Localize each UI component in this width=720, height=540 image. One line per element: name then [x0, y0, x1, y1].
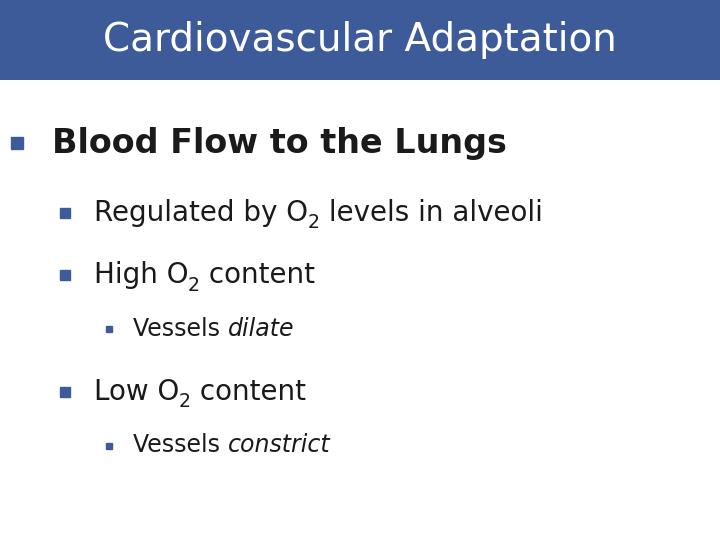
FancyBboxPatch shape [0, 0, 720, 80]
Text: levels in alveoli: levels in alveoli [320, 199, 542, 227]
Text: Regulated by O: Regulated by O [94, 199, 307, 227]
Text: Low O: Low O [94, 377, 179, 406]
Text: constrict: constrict [228, 434, 330, 457]
Text: Cardiovascular Adaptation: Cardiovascular Adaptation [103, 21, 617, 59]
Text: dilate: dilate [228, 318, 294, 341]
Text: Vessels: Vessels [133, 318, 228, 341]
Text: content: content [191, 377, 306, 406]
Text: High O: High O [94, 261, 188, 289]
Text: 2: 2 [307, 213, 320, 232]
Text: Vessels: Vessels [133, 434, 228, 457]
Text: 2: 2 [188, 275, 200, 294]
Text: Blood Flow to the Lungs: Blood Flow to the Lungs [52, 126, 507, 160]
Text: 2: 2 [179, 392, 191, 410]
Text: content: content [200, 261, 315, 289]
